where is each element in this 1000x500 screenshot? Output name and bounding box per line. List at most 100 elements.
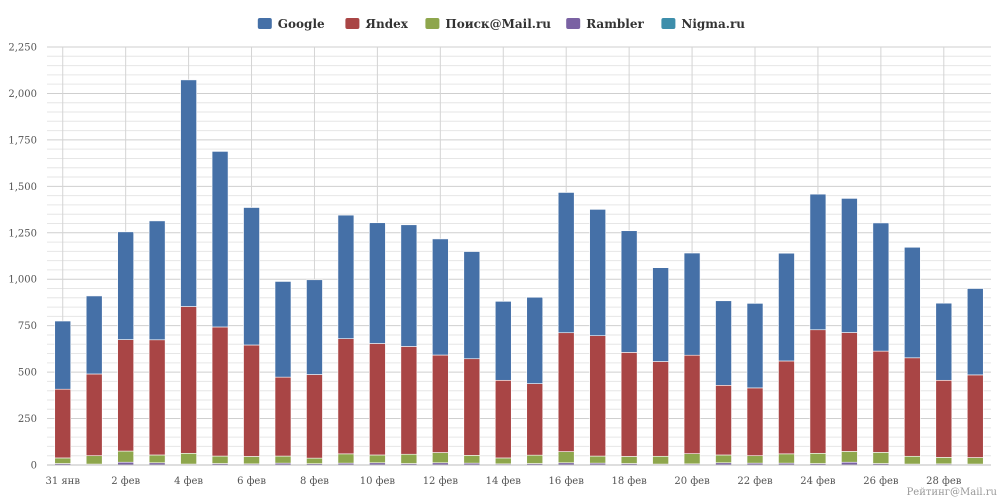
- chart-gridlines: [47, 46, 991, 466]
- bar-segment-поиск-mail-ru[interactable]: [589, 455, 606, 464]
- bar-segment-поиск-mail-ru[interactable]: [966, 457, 984, 465]
- bar-segment-яndex[interactable]: [400, 346, 418, 455]
- bar-segment-поиск-mail-ru[interactable]: [400, 453, 418, 464]
- bar-segment-яndex[interactable]: [463, 358, 481, 456]
- bar-segment-поиск-mail-ru[interactable]: [54, 457, 72, 464]
- bar-segment-поиск-mail-ru[interactable]: [463, 455, 481, 464]
- bar-segment-яndex[interactable]: [211, 326, 229, 457]
- bar-segment-яndex[interactable]: [85, 373, 103, 457]
- bar-segment-google[interactable]: [432, 238, 449, 356]
- bar-segment-яndex[interactable]: [715, 385, 732, 456]
- bar-segment-яndex[interactable]: [180, 306, 197, 454]
- bar-segment-яndex[interactable]: [557, 332, 575, 452]
- bar-segment-яndex[interactable]: [872, 350, 890, 453]
- bar-segment-поиск-mail-ru[interactable]: [809, 452, 827, 464]
- legend-item[interactable]: Nigma.ru: [661, 17, 745, 31]
- legend-item[interactable]: Поиск@Mail.ru: [425, 17, 551, 31]
- y-tick-label: 250: [18, 414, 37, 425]
- bar-segment-яndex[interactable]: [589, 335, 606, 457]
- bar-segment-яndex[interactable]: [620, 352, 638, 457]
- bar-segment-поиск-mail-ru[interactable]: [148, 454, 166, 464]
- bar-segment-яndex[interactable]: [432, 354, 449, 453]
- bar-segment-google[interactable]: [652, 267, 669, 362]
- bar-segment-google[interactable]: [904, 246, 921, 359]
- bar-segment-google[interactable]: [243, 207, 260, 346]
- bar-segment-поиск-mail-ru[interactable]: [369, 454, 386, 464]
- bar-segment-яndex[interactable]: [841, 332, 858, 452]
- bar-segment-google[interactable]: [589, 209, 606, 336]
- bar-segment-яndex[interactable]: [683, 354, 701, 454]
- bar-segment-поиск-mail-ru[interactable]: [778, 453, 795, 464]
- chart-axes: 0 250 500 750 1,000 1,250 1,500 1,750 2,000 2,250…: [8, 43, 991, 487]
- bar-segment-google[interactable]: [966, 288, 984, 376]
- bar-segment-яndex[interactable]: [809, 329, 827, 454]
- legend-item[interactable]: Rambler: [566, 17, 645, 31]
- bar-segment-поиск-mail-ru[interactable]: [935, 457, 953, 465]
- bar-segment-google[interactable]: [337, 214, 355, 339]
- bar-segment-google[interactable]: [872, 222, 890, 352]
- bar-segment-яndex[interactable]: [337, 338, 355, 455]
- bar-segment-google[interactable]: [148, 220, 166, 341]
- bar-segment-google[interactable]: [841, 198, 858, 333]
- bar-segment-google[interactable]: [54, 320, 72, 390]
- bar-segment-google[interactable]: [180, 79, 197, 307]
- bar-segment-поиск-mail-ru[interactable]: [557, 451, 575, 464]
- bar-segment-яndex[interactable]: [966, 374, 984, 458]
- bar-segment-поиск-mail-ru[interactable]: [274, 455, 292, 464]
- bar-segment-поиск-mail-ru[interactable]: [211, 455, 229, 464]
- legend-item[interactable]: Яndex: [345, 17, 409, 31]
- bar-segment-поиск-mail-ru[interactable]: [337, 453, 355, 464]
- bar-segment-поиск-mail-ru[interactable]: [872, 452, 890, 464]
- bar-segment-google[interactable]: [85, 295, 103, 375]
- bar-segment-поиск-mail-ru[interactable]: [715, 454, 732, 464]
- bar-segment-яndex[interactable]: [306, 374, 323, 459]
- bar-segment-яndex[interactable]: [746, 387, 764, 457]
- bar-segment-поиск-mail-ru[interactable]: [841, 451, 858, 463]
- bar-segment-google[interactable]: [494, 301, 512, 381]
- bar-segment-яndex[interactable]: [369, 343, 386, 456]
- bar-segment-google[interactable]: [778, 252, 795, 362]
- bar-segment-яndex[interactable]: [652, 361, 669, 457]
- bar-segment-google[interactable]: [715, 300, 732, 386]
- bar-segment-поиск-mail-ru[interactable]: [683, 453, 701, 465]
- legend-swatch: [257, 18, 272, 29]
- bar-segment-яndex[interactable]: [148, 339, 166, 456]
- bar-segment-яndex[interactable]: [274, 376, 292, 457]
- bar-segment-поиск-mail-ru[interactable]: [85, 455, 103, 465]
- bar-segment-google[interactable]: [211, 151, 229, 328]
- bar-segment-google[interactable]: [809, 193, 827, 331]
- bar-segment-google[interactable]: [620, 230, 638, 353]
- bar-segment-поиск-mail-ru[interactable]: [180, 452, 197, 465]
- bar-segment-google[interactable]: [369, 222, 386, 344]
- bar-segment-яndex[interactable]: [54, 388, 72, 459]
- bar-segment-поиск-mail-ru[interactable]: [904, 455, 921, 465]
- bar-segment-поиск-mail-ru[interactable]: [526, 454, 544, 464]
- bar-segment-яndex[interactable]: [526, 383, 544, 456]
- bar-segment-google[interactable]: [306, 279, 323, 375]
- bar-segment-яndex[interactable]: [494, 379, 512, 459]
- bar-segment-google[interactable]: [526, 296, 544, 384]
- bar-segment-поиск-mail-ru[interactable]: [494, 457, 512, 465]
- bar-segment-поиск-mail-ru[interactable]: [243, 456, 260, 465]
- bar-segment-поиск-mail-ru[interactable]: [432, 452, 449, 464]
- bar-segment-google[interactable]: [557, 192, 575, 334]
- bar-segment-google[interactable]: [274, 281, 292, 378]
- bar-segment-яndex[interactable]: [243, 344, 260, 457]
- bar-segment-яndex[interactable]: [778, 360, 795, 455]
- bar-segment-поиск-mail-ru[interactable]: [746, 455, 764, 464]
- bar-segment-google[interactable]: [463, 251, 481, 360]
- bar-segment-google[interactable]: [683, 252, 701, 356]
- bar-segment-google[interactable]: [117, 231, 134, 340]
- bar-segment-поиск-mail-ru[interactable]: [620, 456, 638, 464]
- bar-segment-поиск-mail-ru[interactable]: [117, 450, 134, 463]
- y-tick-label: 2,000: [8, 89, 37, 100]
- bar-segment-google[interactable]: [746, 303, 764, 389]
- bar-segment-поиск-mail-ru[interactable]: [652, 455, 669, 465]
- bar-segment-яndex[interactable]: [904, 357, 921, 457]
- legend-item[interactable]: Google: [257, 17, 325, 31]
- bar-segment-яndex[interactable]: [117, 339, 134, 452]
- bar-segment-яndex[interactable]: [935, 379, 953, 458]
- bar-segment-google[interactable]: [400, 224, 418, 347]
- bar-segment-google[interactable]: [935, 302, 953, 381]
- bar-segment-поиск-mail-ru[interactable]: [306, 457, 323, 464]
